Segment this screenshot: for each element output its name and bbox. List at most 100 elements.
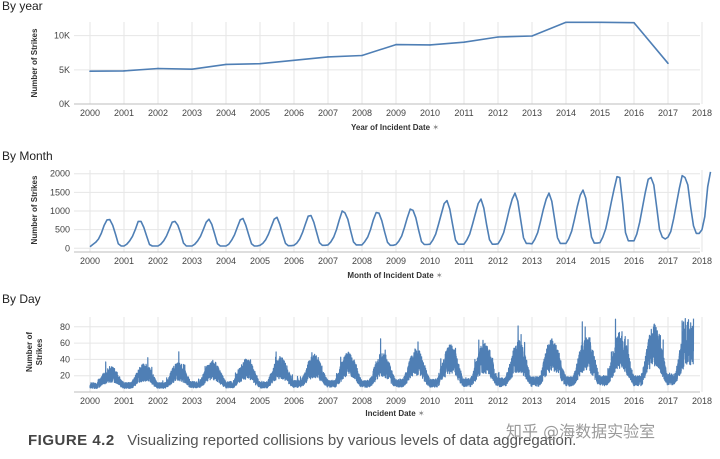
y-axis-label-line: Number of [25, 332, 34, 372]
pin-icon: ✶ [432, 123, 439, 132]
data-point [497, 36, 499, 38]
data-point [327, 56, 329, 58]
x-tick-label: 2002 [148, 108, 168, 118]
x-tick-label: 2013 [522, 108, 542, 118]
y-tick-label: 500 [55, 225, 70, 235]
x-tick-label: 2012 [488, 256, 508, 266]
data-point [667, 62, 669, 65]
x-tick-label: 2012 [488, 396, 508, 406]
x-axis-label: Month of Incident Date ✶ [347, 271, 442, 280]
x-tick-label: 2000 [80, 396, 100, 406]
x-tick-label: 2008 [352, 256, 372, 266]
data-point [123, 70, 125, 72]
x-tick-label: 2006 [284, 256, 304, 266]
x-tick-label: 2009 [386, 396, 406, 406]
y-axis-label: Number of Strikes [30, 28, 39, 97]
y-tick-label: 20 [60, 371, 70, 381]
x-tick-label: 2016 [624, 256, 644, 266]
data-point [259, 62, 261, 65]
x-tick-label: 2001 [114, 396, 134, 406]
x-tick-label: 2015 [590, 396, 610, 406]
x-tick-label: 2008 [352, 396, 372, 406]
x-tick-label: 2017 [658, 108, 678, 118]
x-tick-label: 2016 [624, 108, 644, 118]
x-tick-label: 2006 [284, 108, 304, 118]
x-tick-label: 2003 [182, 396, 202, 406]
data-point [429, 44, 431, 46]
x-tick-label: 2011 [454, 396, 473, 406]
x-tick-label: 2000 [80, 256, 100, 266]
chart-panel-2: By Month 2000 2001 2002 2003 2004 2005 2006 2007… [2, 149, 712, 280]
x-tick-label: 2007 [318, 108, 338, 118]
data-point [565, 21, 567, 24]
data-point [361, 54, 363, 57]
x-tick-label: 2014 [556, 108, 576, 118]
x-tick-label: 2017 [658, 396, 678, 406]
x-tick-label: 2002 [148, 256, 168, 266]
x-tick-label: 2018 [692, 256, 712, 266]
x-tick-label: 2014 [556, 256, 576, 266]
x-tick-label: 2007 [318, 256, 338, 266]
x-tick-label: 2008 [352, 108, 372, 118]
x-tick-label: 2006 [284, 396, 304, 406]
data-point [531, 35, 533, 37]
y-tick-label: 5K [59, 65, 70, 75]
y-tick-label: 1500 [50, 187, 70, 197]
data-point [89, 70, 91, 72]
x-tick-label: 2005 [250, 256, 270, 266]
data-point [191, 68, 193, 70]
x-tick-label: 2009 [386, 108, 406, 118]
y-tick-label: 60 [60, 338, 70, 348]
chart-panel-1: By year 2000 2001 2002 2003 2004 2005 2006 2007 2… [2, 0, 712, 132]
chart-title: By Day [2, 292, 41, 306]
x-tick-label: 2007 [318, 396, 338, 406]
x-tick-label: 2015 [590, 108, 610, 118]
data-point [225, 63, 227, 66]
x-tick-label: 2005 [250, 108, 270, 118]
data-point [293, 59, 295, 62]
y-tick-label: 1000 [50, 206, 70, 216]
x-tick-label: 2012 [488, 108, 508, 118]
x-tick-label: 2017 [658, 256, 678, 266]
x-tick-label: 2009 [386, 256, 406, 266]
y-axis-label: Number of Strikes [30, 175, 39, 244]
x-tick-label: 2013 [522, 256, 542, 266]
data-point [395, 43, 397, 46]
data-point [633, 21, 635, 24]
caption-label: FIGURE 4.2 [28, 432, 115, 449]
x-tick-label: 2003 [182, 108, 202, 118]
x-tick-label: 2004 [216, 108, 236, 118]
x-tick-label: 2018 [692, 396, 712, 406]
pin-icon: ✶ [418, 409, 425, 418]
x-axis-label: Incident Date ✶ [365, 409, 424, 418]
chart-title: By year [2, 0, 43, 13]
x-tick-label: 2010 [420, 396, 440, 406]
x-tick-label: 2015 [590, 256, 610, 266]
x-tick-label: 2001 [114, 256, 134, 266]
x-tick-label: 2004 [216, 256, 236, 266]
y-tick-label: 40 [60, 354, 70, 364]
x-tick-label: 2013 [522, 396, 542, 406]
data-point [157, 67, 159, 70]
x-tick-label: 2011 [454, 108, 473, 118]
watermark: 知乎 @海数据实验室 [506, 422, 656, 441]
data-point [463, 41, 465, 43]
x-tick-label: 2016 [624, 396, 644, 406]
x-tick-label: 2003 [182, 256, 202, 266]
x-tick-label: 2010 [420, 108, 440, 118]
series-line [89, 171, 712, 248]
data-point [599, 21, 601, 24]
x-tick-label: 2014 [556, 396, 576, 406]
chart-panel-3: By Day 2000 2001 2002 2003 2004 2005 2006 2007 20… [2, 292, 712, 418]
x-tick-label: 2018 [692, 108, 712, 118]
figure-caption: FIGURE 4.2 Visualizing reported collisio… [28, 432, 576, 449]
x-tick-label: 2005 [250, 396, 270, 406]
y-tick-label: 0 [65, 243, 70, 253]
series-line [89, 21, 669, 72]
x-tick-label: 2011 [454, 256, 473, 266]
x-tick-label: 2004 [216, 396, 236, 406]
caption-text: Visualizing reported collisions by vario… [127, 432, 577, 449]
y-tick-label: 80 [60, 322, 70, 332]
y-tick-label: 2000 [50, 169, 70, 179]
